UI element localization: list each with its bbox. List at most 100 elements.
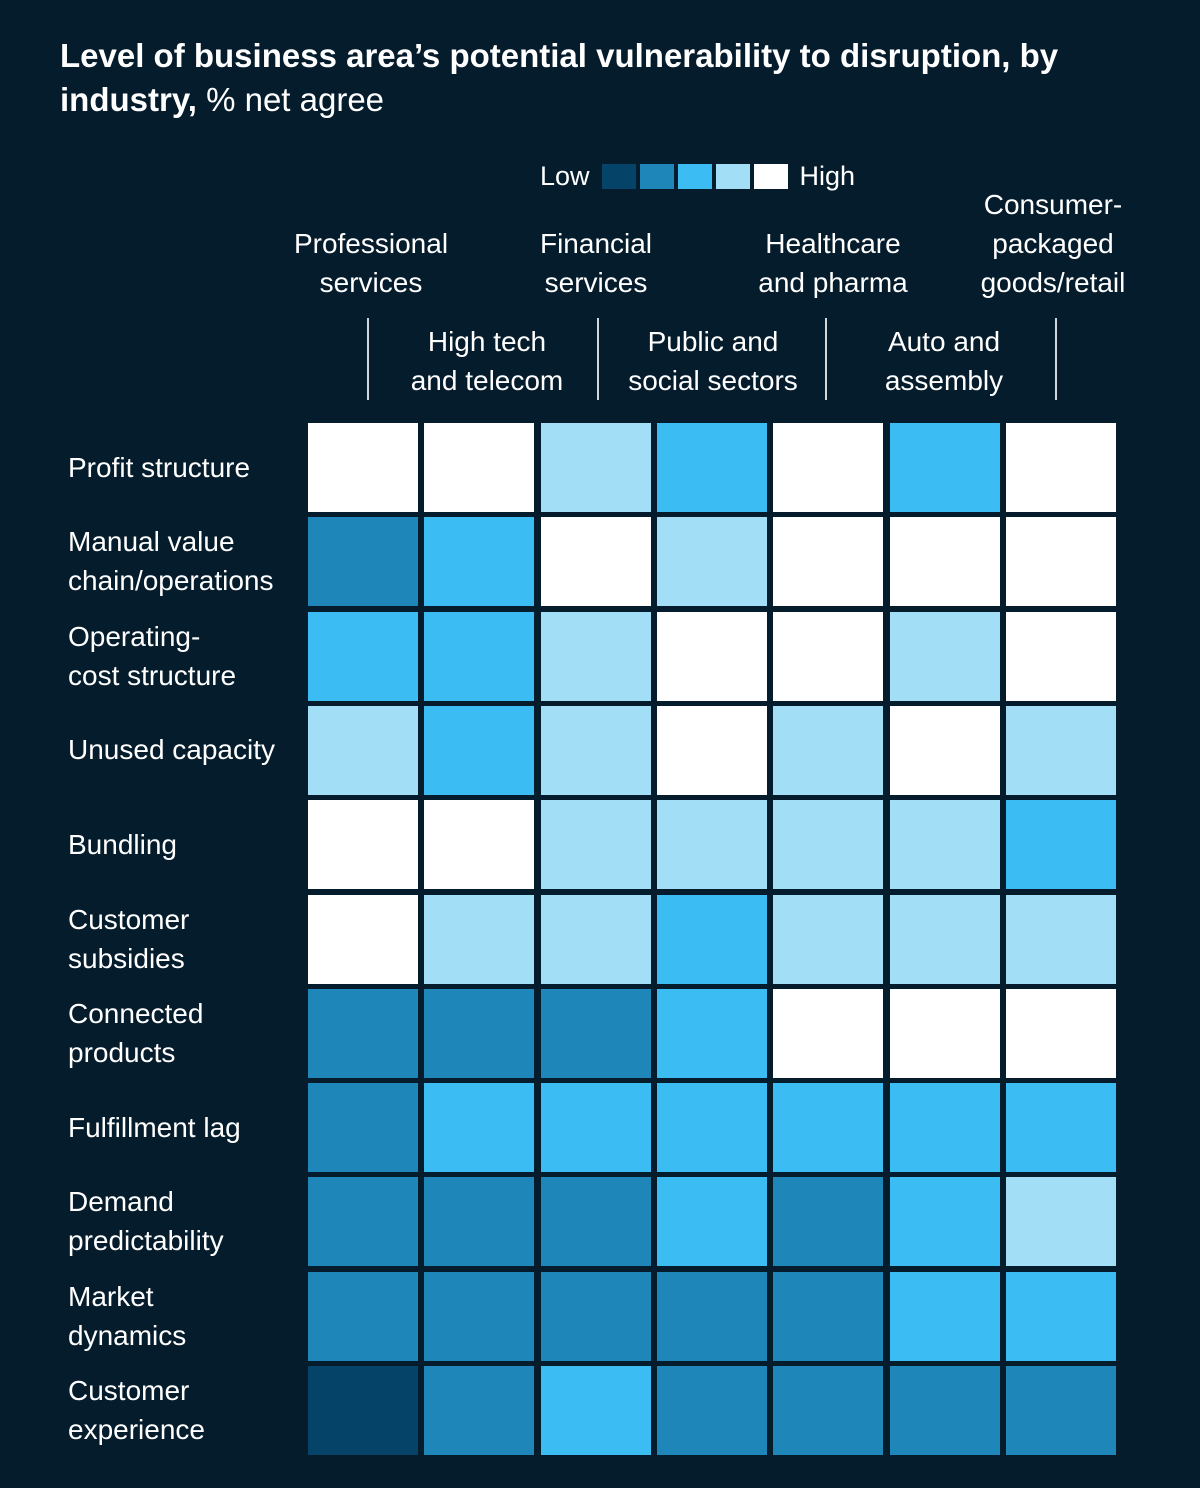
legend: Low High — [540, 160, 855, 192]
column-header-line: and telecom — [410, 365, 564, 396]
heatmap-cell — [308, 705, 418, 795]
heatmap-cell — [1005, 611, 1116, 701]
heatmap-cell — [308, 1366, 418, 1455]
heatmap-cell — [424, 894, 535, 984]
column-header-line: services — [544, 267, 648, 298]
heatmap-cell — [308, 517, 418, 607]
row-label: Fulfillment lag — [68, 1108, 241, 1147]
row-label-line: experience — [68, 1414, 205, 1445]
column-header-line: Professional — [293, 228, 449, 259]
column-header-line: Consumer- — [983, 189, 1123, 220]
row-label: Customer experience — [68, 1371, 205, 1449]
legend-high: High — [799, 160, 856, 191]
heatmap-cell — [656, 423, 767, 512]
heatmap-cell — [540, 423, 651, 512]
heatmap-cell — [773, 1366, 884, 1455]
column-header-line: and pharma — [758, 267, 908, 298]
heatmap-cell — [889, 611, 1000, 701]
heatmap-cell — [308, 423, 418, 512]
column-header: Healthcare and pharma — [713, 224, 953, 302]
heatmap-cell — [424, 423, 535, 512]
row-label: Profit structure — [68, 448, 250, 487]
legend-swatch-1 — [601, 163, 636, 189]
row-label: Customer subsidies — [68, 900, 189, 978]
row-label: Unused capacity — [68, 730, 275, 769]
row-label-line: products — [68, 1036, 176, 1068]
heatmap-cell — [540, 894, 651, 984]
heatmap-cell — [1005, 988, 1116, 1078]
heatmap-cell — [773, 800, 884, 890]
heatmap-cell — [308, 611, 418, 701]
legend-swatch-2 — [639, 163, 674, 189]
column-header: High tech and telecom — [367, 322, 607, 400]
row-label: Connected products — [68, 994, 203, 1072]
heatmap-cell — [889, 800, 1000, 890]
heatmap-cell — [773, 705, 884, 795]
heatmap-cell — [424, 800, 535, 890]
column-divider — [1055, 318, 1057, 400]
heatmap-cell — [424, 1271, 535, 1361]
heatmap-cell — [889, 1177, 1000, 1267]
heatmap-cell — [540, 800, 651, 890]
heatmap-cell — [308, 800, 418, 890]
column-header-line: services — [319, 267, 423, 298]
title-unit: % net agree — [206, 81, 385, 118]
heatmap-cell — [773, 988, 884, 1078]
heatmap-cell — [540, 988, 651, 1078]
legend-low: Low — [540, 160, 590, 191]
row-label: Operating-cost structure — [68, 617, 236, 695]
legend-swatch-4 — [715, 163, 750, 189]
heatmap-cell — [889, 1366, 1000, 1455]
row-label-line: Market — [68, 1280, 154, 1312]
row-label-line: Profit structure — [68, 451, 251, 483]
column-header-line: Public and — [647, 326, 779, 357]
row-label: Market dynamics — [68, 1277, 186, 1355]
heatmap-cell — [424, 705, 535, 795]
column-header: Auto and assembly — [824, 322, 1064, 400]
row-label: Bundling — [68, 825, 177, 864]
heatmap-cell — [889, 1083, 1000, 1173]
heatmap-cell — [889, 517, 1000, 607]
legend-swatch-5 — [753, 163, 788, 189]
title-bold: Level of business area’s potential vulne… — [60, 37, 1059, 118]
column-header-line: Healthcare — [765, 228, 901, 259]
column-divider — [825, 318, 827, 400]
heatmap-cell — [308, 894, 418, 984]
row-label-line: Unused capacity — [68, 734, 276, 766]
heatmap-cell — [773, 611, 884, 701]
row-label-line: Fulfillment lag — [68, 1111, 241, 1143]
heatmap-cell — [1005, 800, 1116, 890]
column-divider — [367, 318, 369, 400]
heatmap-cell — [540, 1083, 651, 1173]
row-label-line: Demand — [68, 1186, 174, 1218]
legend-swatch-3 — [677, 163, 712, 189]
row-label-line: Operating- — [68, 620, 201, 652]
row-label: Demand predictability — [68, 1182, 224, 1260]
row-label: Manual value chain/operations — [68, 522, 273, 600]
row-label-line: Customer — [68, 903, 190, 935]
row-label-line: chain/operations — [68, 565, 274, 597]
heatmap-cell — [656, 1366, 767, 1455]
chart-title: Level of business area’s potential vulne… — [60, 34, 1160, 122]
column-header-line: packaged — [992, 228, 1114, 259]
heatmap-cell — [1005, 705, 1116, 795]
heatmap-cell — [1005, 894, 1116, 984]
heatmap-cell — [424, 1083, 535, 1173]
heatmap-cell — [656, 894, 767, 984]
heatmap-cell — [424, 1177, 535, 1267]
heatmap-cell — [773, 1271, 884, 1361]
row-label-line: cost structure — [68, 659, 237, 691]
column-header-line: social sectors — [628, 365, 798, 396]
heatmap-cell — [308, 1177, 418, 1267]
column-header: Professional services — [251, 224, 491, 302]
row-label-line: subsidies — [68, 942, 185, 974]
column-header-line: Auto and — [887, 326, 1001, 357]
row-label-line: dynamics — [68, 1319, 187, 1351]
heatmap-cell — [656, 611, 767, 701]
row-label-line: Customer — [68, 1375, 190, 1406]
heatmap-cell — [889, 1271, 1000, 1361]
column-header-line: assembly — [884, 365, 1004, 396]
heatmap-cell — [424, 611, 535, 701]
heatmap-cell — [424, 517, 535, 607]
heatmap-cell — [656, 1177, 767, 1267]
